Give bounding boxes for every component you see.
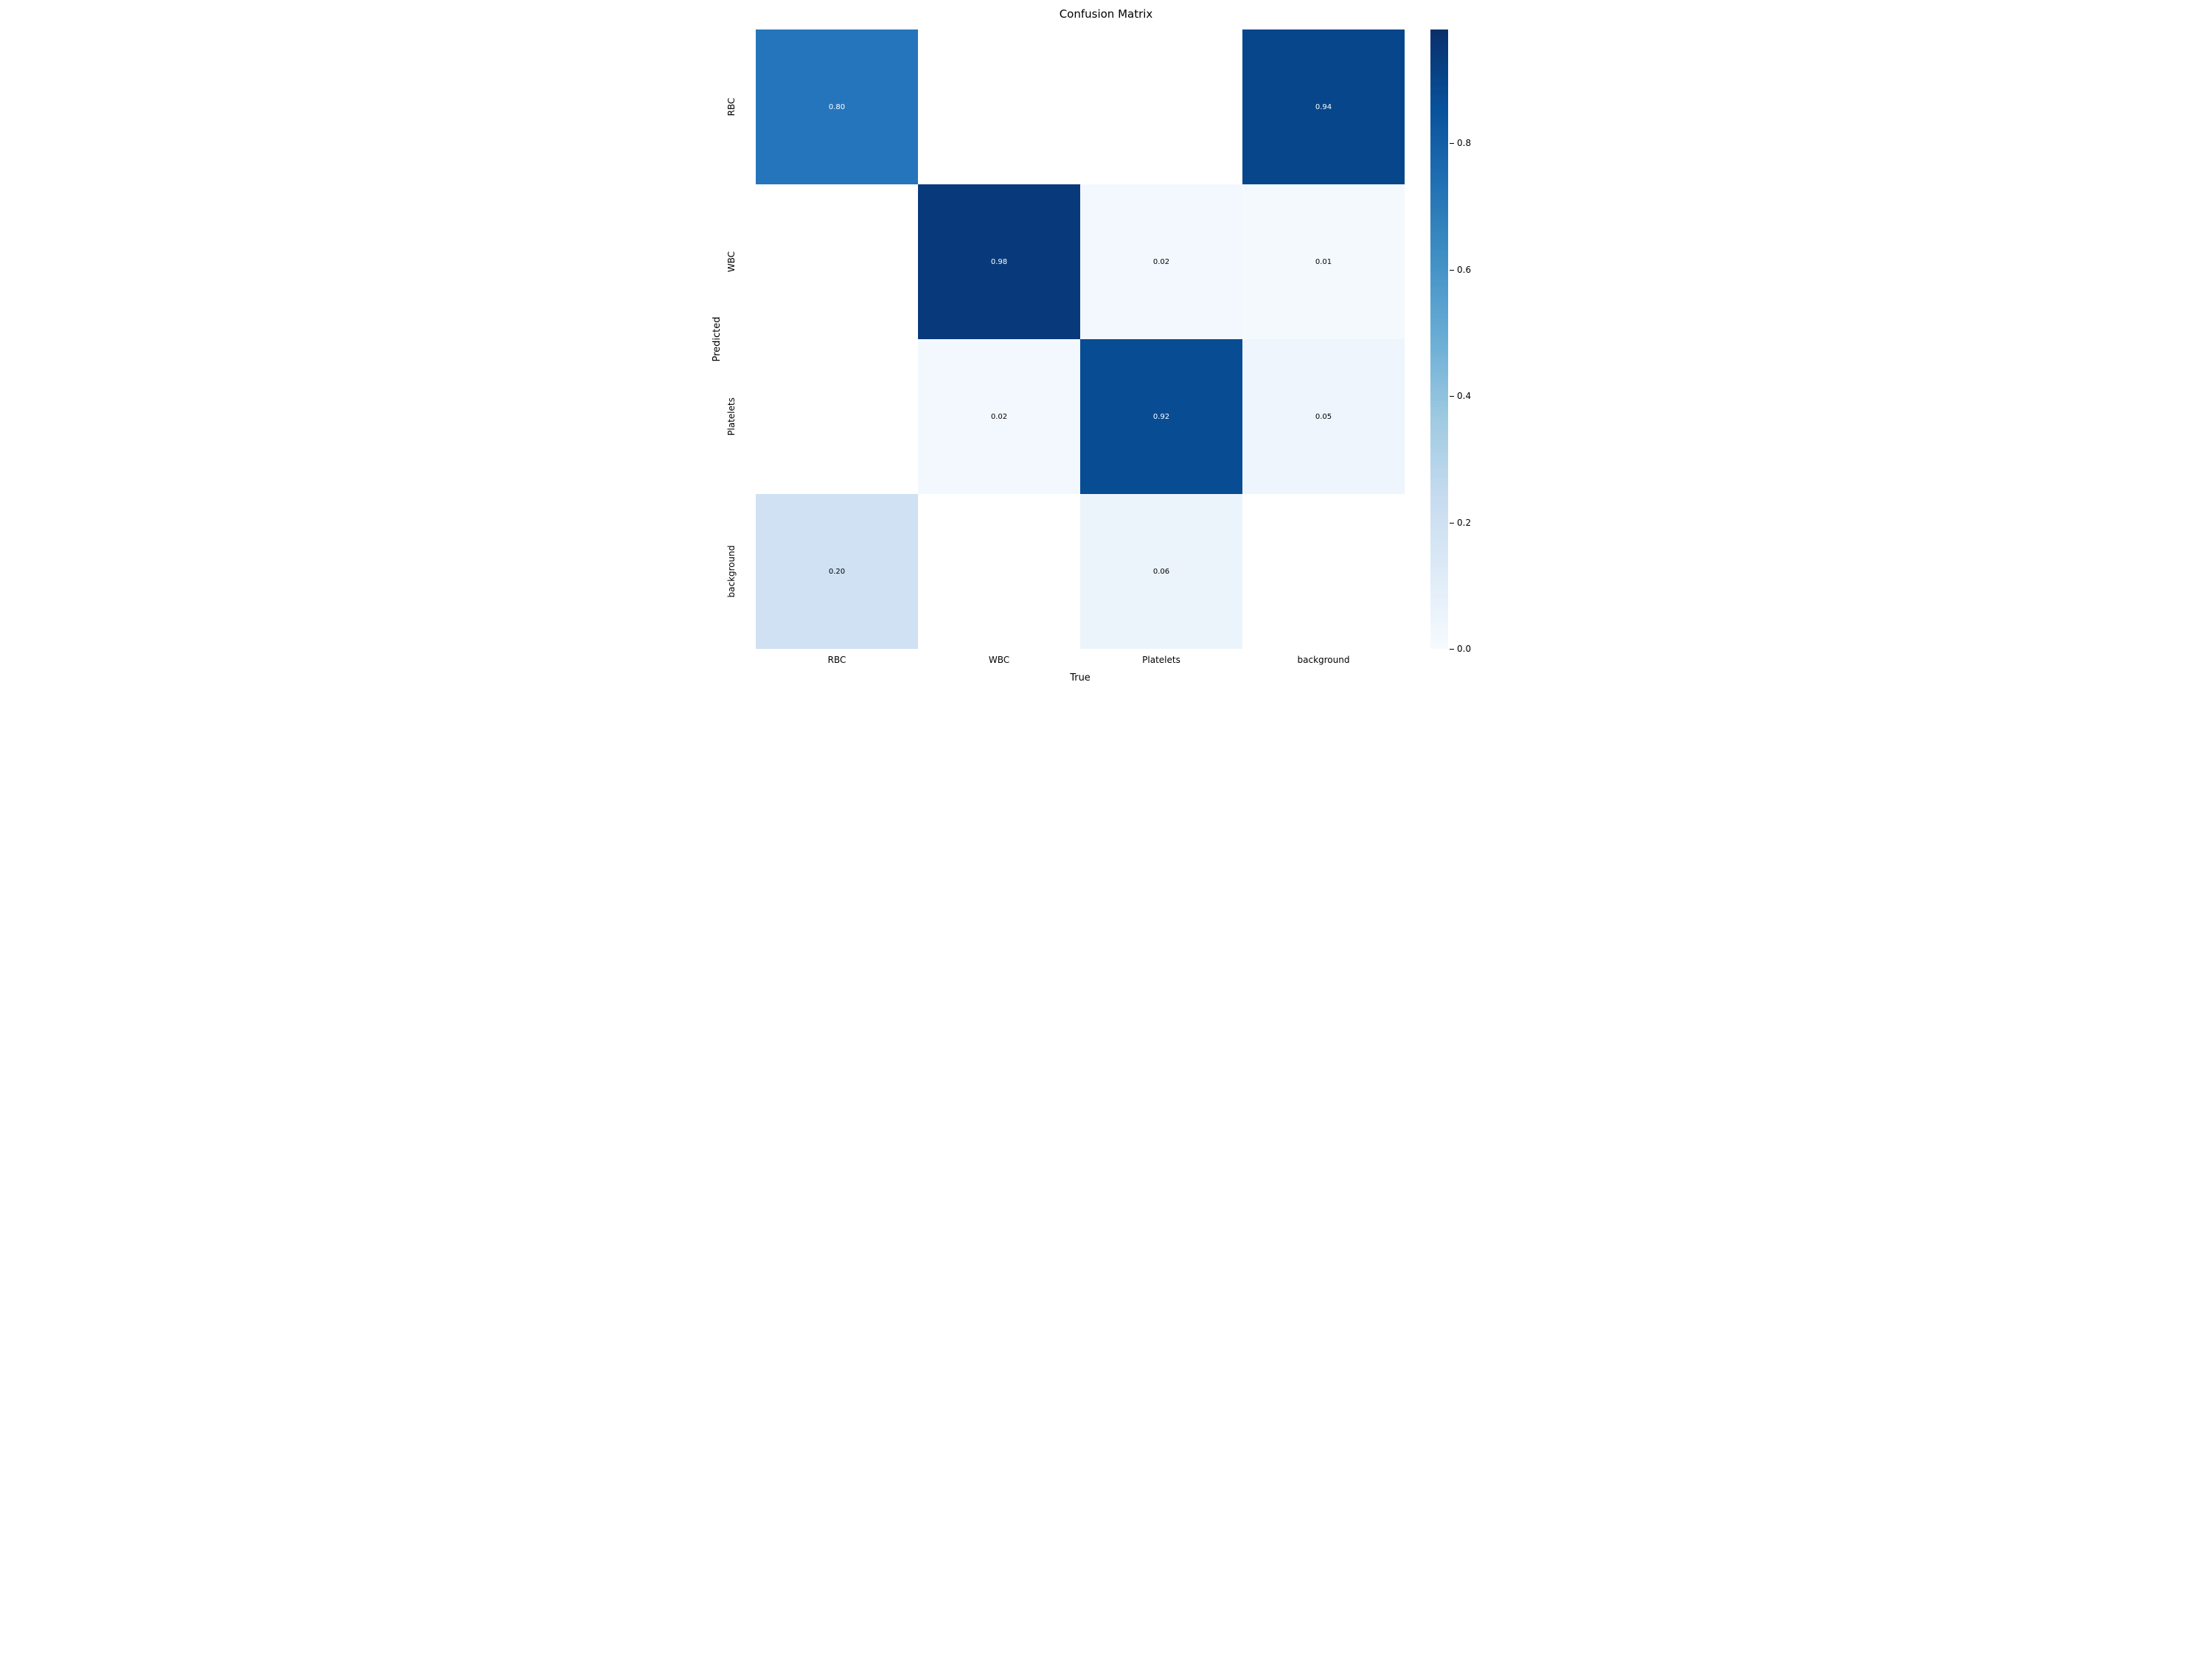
cell-value-label: 0.98: [991, 258, 1007, 266]
heatmap-cell: 0.02: [1080, 184, 1242, 339]
colorbar-tick-label: 0.8: [1457, 138, 1471, 148]
y-tick-label: background: [726, 520, 741, 623]
cell-value-label: 0.94: [1315, 103, 1332, 111]
heatmap-cell: 0.98: [918, 184, 1080, 339]
heatmap-cell: 0.05: [1242, 339, 1405, 494]
colorbar-tick-mark: [1450, 523, 1454, 524]
heatmap-cell: [756, 339, 918, 494]
heatmap-cell: [918, 29, 1080, 184]
heatmap-cell: [756, 184, 918, 339]
colorbar-tick-label: 0.0: [1457, 644, 1471, 654]
heatmap-cell: [918, 494, 1080, 649]
x-tick-label: WBC: [940, 655, 1058, 665]
x-tick-label: Platelets: [1102, 655, 1220, 665]
colorbar-tick-mark: [1450, 649, 1454, 650]
x-axis-label: True: [1036, 672, 1124, 684]
cell-value-label: 0.02: [991, 413, 1007, 421]
colorbar-tick-mark: [1450, 143, 1454, 144]
heatmap-cell: [1242, 494, 1405, 649]
heatmap-cell: 0.06: [1080, 494, 1242, 649]
heatmap-cell: 0.20: [756, 494, 918, 649]
y-tick-label: RBC: [726, 55, 741, 159]
colorbar-tick-mark: [1450, 270, 1454, 271]
colorbar: 0.00.20.40.60.8: [1430, 29, 1448, 649]
cell-value-label: 0.05: [1315, 413, 1332, 421]
colorbar-slice: [1430, 646, 1448, 650]
colorbar-tick-mark: [1450, 396, 1454, 397]
chart-title: Confusion Matrix: [634, 7, 1578, 21]
y-tick-label: WBC: [726, 210, 741, 313]
cell-value-label: 0.92: [1153, 413, 1169, 421]
y-tick-label: Platelets: [726, 365, 741, 468]
heatmap-cell: 0.92: [1080, 339, 1242, 494]
colorbar-tick-label: 0.2: [1457, 518, 1471, 528]
heatmap-cell: 0.80: [756, 29, 918, 184]
colorbar-tick-label: 0.4: [1457, 391, 1471, 401]
y-axis-label: Predicted: [712, 288, 726, 391]
x-tick-label: background: [1265, 655, 1382, 665]
x-tick-label: RBC: [778, 655, 896, 665]
cell-value-label: 0.80: [829, 103, 845, 111]
heatmap-cell: 0.94: [1242, 29, 1405, 184]
heatmap-cell: 0.02: [918, 339, 1080, 494]
cell-value-label: 0.06: [1153, 568, 1169, 576]
heatmap-cell: 0.01: [1242, 184, 1405, 339]
confusion-matrix-figure: Confusion Matrix 0.80 0.94 0.98 0.02 0.01 0.0…: [634, 0, 1578, 708]
heatmap-grid: 0.80 0.94 0.98 0.02 0.01 0.02 0.92 0.05 0.20 0.06: [756, 29, 1405, 649]
cell-value-label: 0.02: [1153, 258, 1169, 266]
cell-value-label: 0.20: [829, 568, 845, 576]
cell-value-label: 0.01: [1315, 258, 1332, 266]
heatmap-cell: [1080, 29, 1242, 184]
heatmap-area: 0.80 0.94 0.98 0.02 0.01 0.02 0.92 0.05 0.20 0.06: [756, 29, 1405, 649]
colorbar-tick-label: 0.6: [1457, 265, 1471, 275]
